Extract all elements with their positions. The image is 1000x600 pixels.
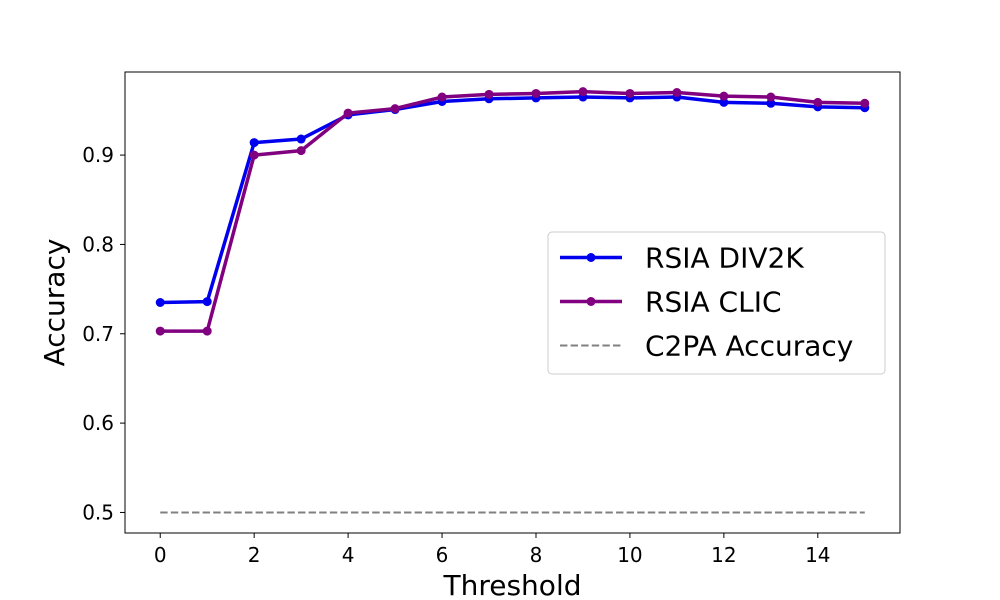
legend-marker-rsia-div2k <box>586 253 596 262</box>
x-tick-label: 10 <box>617 543 642 567</box>
series-layer <box>155 87 870 514</box>
y-tick-label: 0.6 <box>82 411 114 435</box>
series-line-rsia-div2k <box>158 95 867 305</box>
data-point-rsia-clic <box>531 88 541 98</box>
legend: RSIA DIV2K RSIA CLIC C2PA Accuracy <box>547 231 886 375</box>
data-point-rsia-div2k <box>202 297 212 307</box>
legend-box <box>547 231 886 375</box>
y-tick-label: 0.7 <box>82 322 114 346</box>
x-axis-label: Threshold <box>443 569 582 600</box>
data-point-rsia-clic <box>813 97 823 107</box>
data-point-rsia-div2k <box>155 298 165 307</box>
data-point-rsia-clic <box>155 326 165 336</box>
data-point-rsia-div2k <box>249 138 259 148</box>
y-axis-ticks: 0.5 0.6 0.7 0.8 0.9 <box>82 143 125 524</box>
y-tick-label: 0.5 <box>82 500 114 524</box>
data-point-rsia-clic <box>625 88 635 98</box>
data-point-rsia-clic <box>202 326 212 336</box>
data-point-rsia-clic <box>249 150 259 160</box>
y-axis-label: Accuracy <box>38 239 71 367</box>
legend-marker-rsia-clic <box>586 297 596 306</box>
legend-label-rsia-clic: RSIA CLIC <box>645 286 782 319</box>
data-point-rsia-clic <box>390 104 400 114</box>
x-tick-label: 2 <box>248 543 261 567</box>
data-point-rsia-clic <box>766 92 776 102</box>
x-axis-ticks: 0 2 4 6 8 10 12 14 <box>154 533 831 567</box>
data-point-rsia-clic <box>343 108 353 118</box>
data-point-rsia-div2k <box>766 98 776 108</box>
x-tick-label: 4 <box>342 543 355 567</box>
legend-entries: RSIA DIV2K RSIA CLIC C2PA Accuracy <box>560 242 853 363</box>
data-point-rsia-clic <box>672 88 682 98</box>
data-point-rsia-div2k <box>719 97 729 107</box>
data-point-rsia-clic <box>484 89 494 99</box>
x-tick-label: 14 <box>805 543 830 567</box>
data-point-rsia-clic <box>296 146 306 156</box>
plot-frame <box>124 71 901 534</box>
x-tick-label: 12 <box>711 543 736 567</box>
legend-label-rsia-div2k: RSIA DIV2K <box>645 242 804 275</box>
data-point-rsia-clic <box>578 87 588 97</box>
y-tick-label: 0.9 <box>82 143 114 167</box>
data-point-rsia-clic <box>719 91 729 101</box>
data-point-rsia-clic <box>437 92 447 102</box>
x-tick-label: 6 <box>436 543 449 567</box>
y-tick-label: 0.8 <box>82 232 114 256</box>
data-point-rsia-clic <box>860 98 870 108</box>
data-point-rsia-div2k <box>296 134 306 144</box>
series-line-rsia-clic <box>158 89 867 333</box>
x-tick-label: 8 <box>530 543 543 567</box>
x-tick-label: 0 <box>154 543 167 567</box>
legend-label-c2pa-accuracy: C2PA Accuracy <box>645 330 853 363</box>
